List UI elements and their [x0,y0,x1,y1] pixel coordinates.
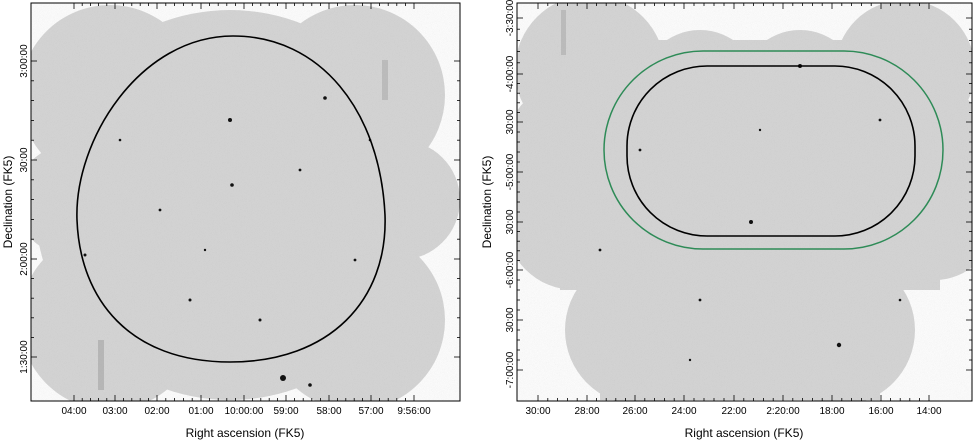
x-tick-label: 30:00 [525,406,550,417]
x-tick-label: 59:00 [273,406,298,417]
y-tick-label: 30:00 [19,147,30,172]
y-tick-label: 3:00:00 [19,44,30,78]
x-tick-label: 58:00 [316,406,341,417]
x-tick-label: 22:00 [721,406,746,417]
left-y-axis-label: Declination (FK5) [1,156,15,249]
x-tick-label: 02:00 [144,406,169,417]
x-tick-label: 28:00 [574,406,599,417]
left-sources [83,96,372,387]
right-x-axis-label: Right ascension (FK5) [685,426,804,440]
x-tick-label: 01:00 [188,406,213,417]
x-tick-label: 10:00:00 [225,406,264,417]
right-panel: 30:00 28:00 26:00 24:00 22:00 2:20:00 18:00 16:… [480,0,973,440]
y-tick-label: 1:30:00 [19,340,30,374]
x-tick-label: 16:00 [868,406,893,417]
y-tick-label: -6:00:00 [505,251,516,288]
y-tick-label: 30:00 [505,209,516,234]
x-tick-label: 14:00 [916,406,941,417]
y-tick-label: -3:30:00 [505,0,516,36]
right-x-ticks: 30:00 28:00 26:00 24:00 22:00 2:20:00 18:00 16:… [525,3,942,417]
x-tick-label: 04:00 [61,406,86,417]
x-tick-label: 24:00 [671,406,696,417]
x-tick-label: 9:56:00 [397,406,431,417]
right-y-ticks: -3:30:00 -4:00:00 30:00 -5:00:00 30:00 -6:00:… [505,0,972,388]
left-y-ticks: 3:00:00 30:00 2:00:00 1:30:00 [19,44,460,374]
left-frame [30,2,461,402]
y-tick-label: -5:00:00 [505,153,516,190]
y-tick-label: -7:00:00 [505,351,516,388]
x-tick-label: 18:00 [819,406,844,417]
y-tick-label: -4:00:00 [505,55,516,92]
right-outer-contour [603,50,944,250]
x-tick-label: 26:00 [622,406,647,417]
left-x-ticks: 04:00 03:00 02:00 01:00 10:00:00 59:00 58:00 57… [61,3,431,417]
left-panel: 04:00 03:00 02:00 01:00 10:00:00 59:00 58:00 57… [1,2,461,440]
right-sky-image [517,3,972,401]
left-sky-image [31,3,460,401]
right-inner-contour [626,65,916,237]
left-contour [76,35,386,363]
y-tick-label: 2:00:00 [19,242,30,276]
x-tick-label: 2:20:00 [766,406,800,417]
x-tick-label: 03:00 [102,406,127,417]
y-tick-label: 30:00 [505,307,516,332]
right-y-axis-label: Declination (FK5) [480,156,494,249]
left-x-axis-label: Right ascension (FK5) [186,426,305,440]
y-tick-label: 30:00 [505,109,516,134]
x-tick-label: 57:00 [358,406,383,417]
